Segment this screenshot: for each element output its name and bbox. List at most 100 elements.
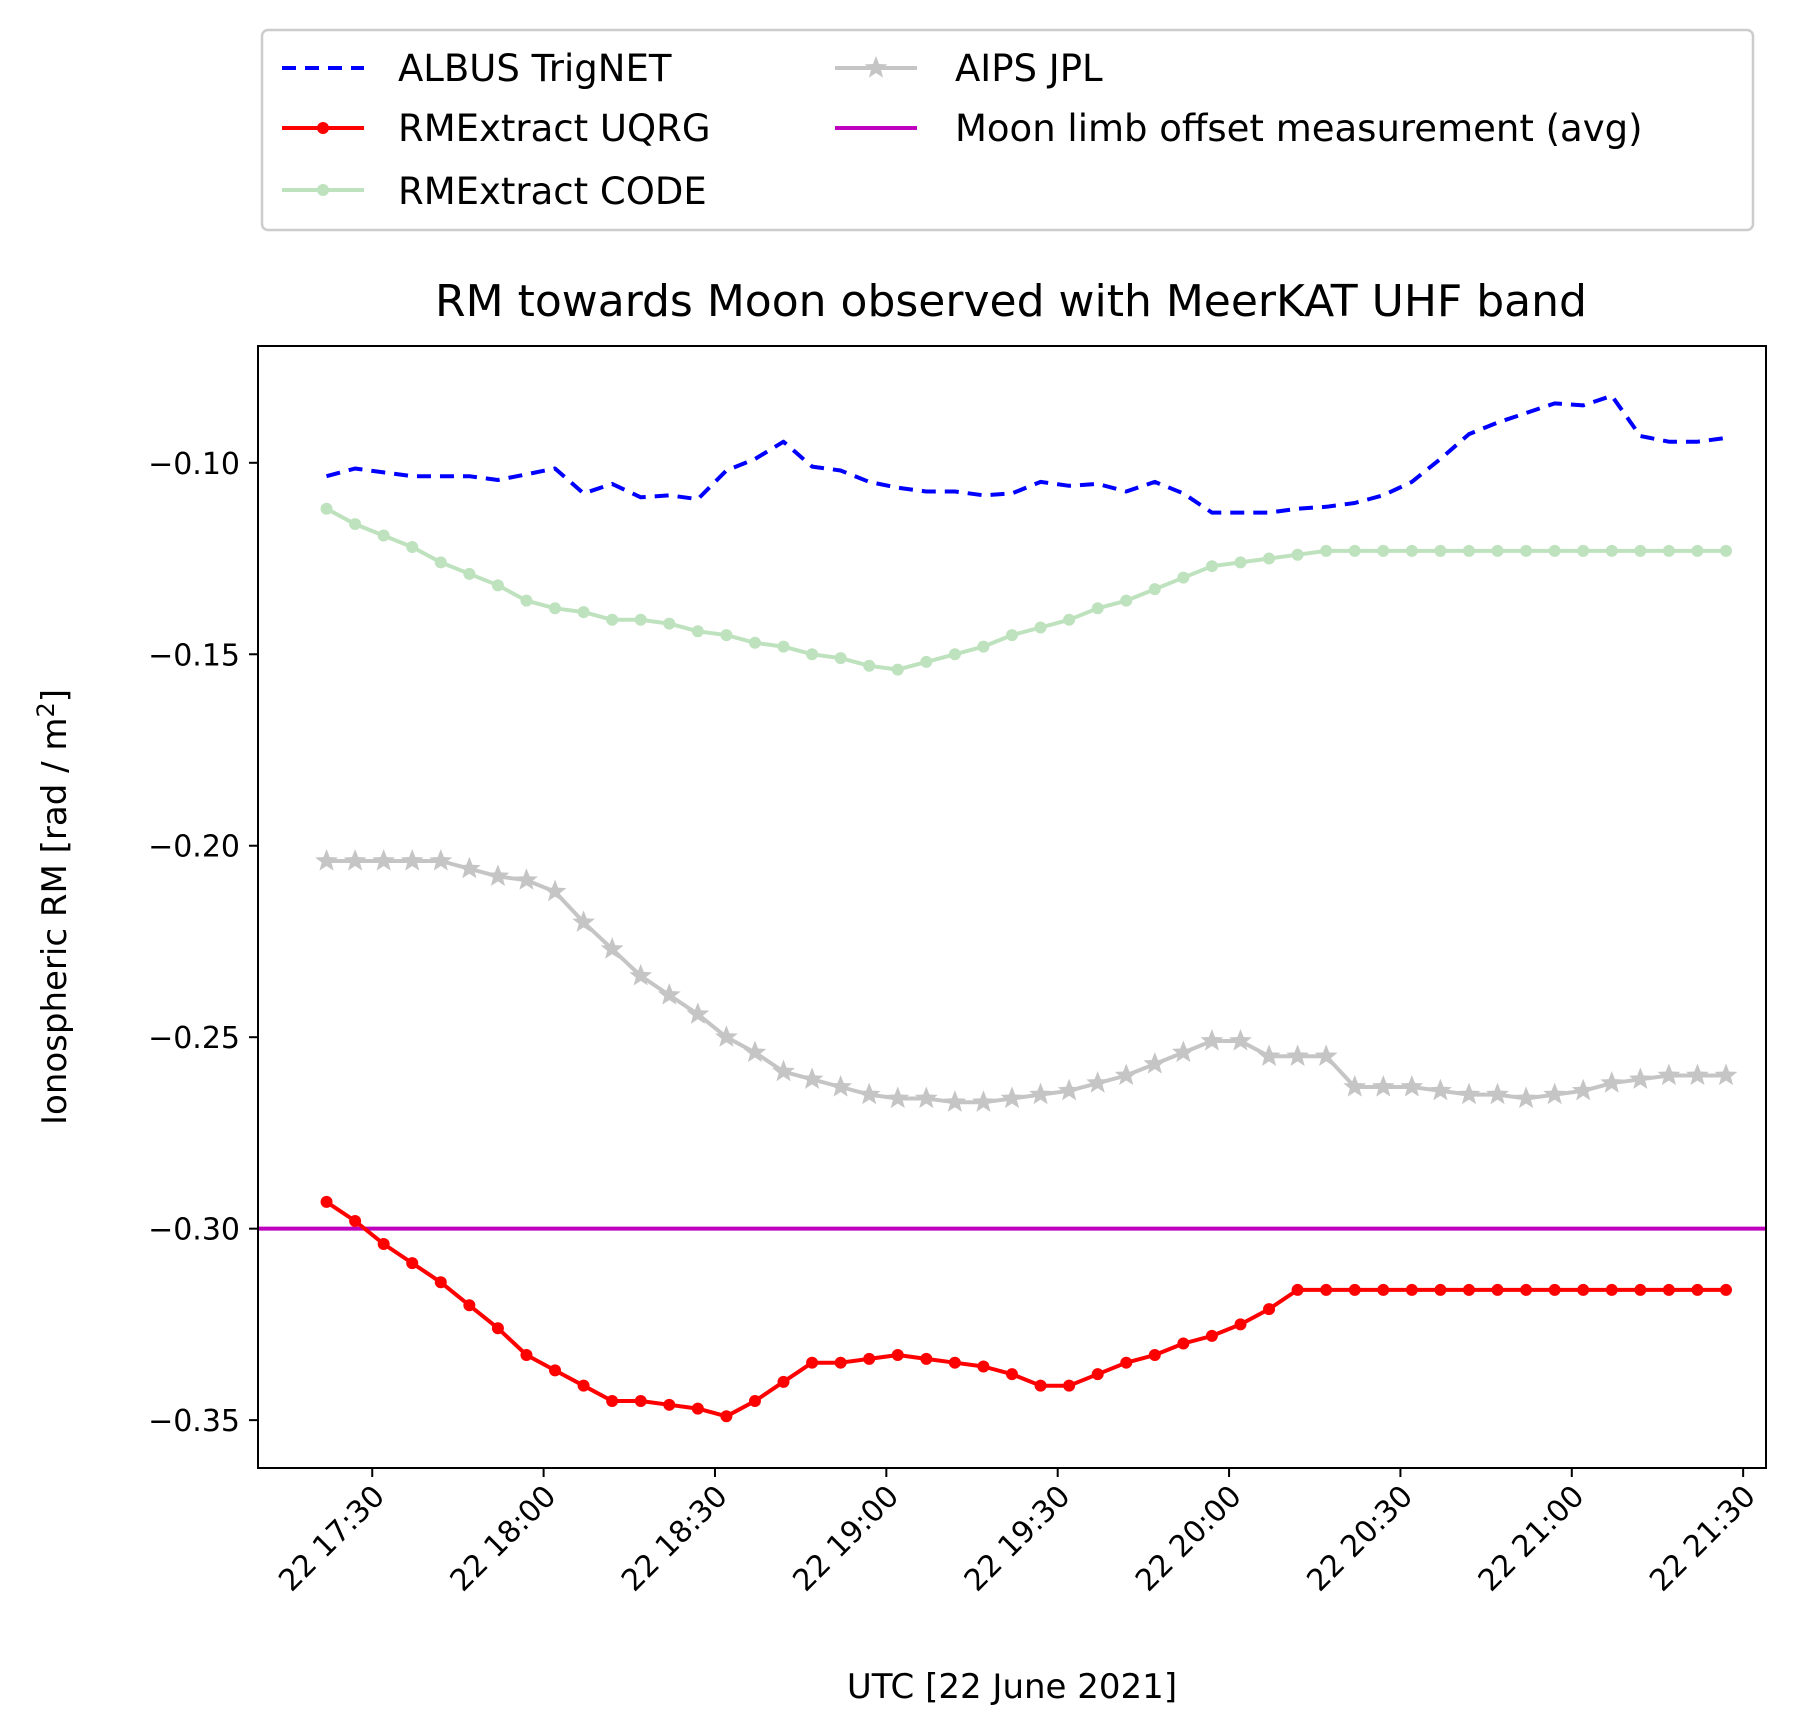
data-point xyxy=(1548,544,1561,557)
legend-label-albus-trignet: ALBUS TrigNET xyxy=(398,47,672,90)
data-point xyxy=(577,1379,590,1392)
x-axis-label: UTC [22 June 2021] xyxy=(847,1667,1177,1707)
data-point xyxy=(1491,1283,1504,1296)
data-point xyxy=(1520,1283,1533,1296)
data-point xyxy=(406,541,419,554)
data-point xyxy=(1348,1283,1361,1296)
y-axis-label-main: Ionospheric RM [rad / m xyxy=(35,718,75,1126)
data-point xyxy=(1548,1283,1561,1296)
data-point xyxy=(1006,1368,1018,1381)
data-point xyxy=(320,502,333,515)
data-point xyxy=(948,648,961,661)
data-point xyxy=(1148,1349,1161,1362)
data-point xyxy=(434,1276,447,1289)
data-point xyxy=(977,640,990,653)
series-line xyxy=(325,393,1727,515)
data-point xyxy=(1234,556,1247,569)
series-rmextract-code xyxy=(320,502,1733,676)
data-point xyxy=(1348,544,1361,557)
data-point xyxy=(920,655,933,668)
data-point xyxy=(377,529,390,542)
data-point xyxy=(834,1356,847,1369)
data-point xyxy=(1634,1283,1647,1296)
data-point xyxy=(748,1394,761,1407)
data-point xyxy=(1034,1379,1047,1392)
data-point xyxy=(1291,548,1304,561)
data-point xyxy=(806,648,819,661)
data-point xyxy=(748,636,761,649)
data-point xyxy=(663,1398,676,1411)
data-point xyxy=(1177,571,1190,584)
series-layer xyxy=(258,393,1766,1423)
data-point xyxy=(434,556,447,569)
data-point xyxy=(1491,544,1504,557)
data-point xyxy=(1377,544,1390,557)
data-point xyxy=(834,652,847,665)
chart-title: RM towards Moon observed with MeerKAT UH… xyxy=(435,276,1587,327)
data-point xyxy=(1462,1283,1475,1296)
data-point xyxy=(1006,629,1018,642)
series-line xyxy=(325,506,1726,672)
data-point xyxy=(1577,544,1590,557)
series-albus-trignet xyxy=(325,393,1727,515)
data-point xyxy=(520,1349,533,1362)
data-point xyxy=(1377,1283,1390,1296)
y-tick-label: −0.25 xyxy=(148,1021,240,1056)
data-point xyxy=(1720,1283,1733,1296)
data-point xyxy=(406,1257,419,1270)
data-point xyxy=(1434,1283,1447,1296)
data-point xyxy=(463,567,476,580)
data-point xyxy=(777,640,790,653)
legend-marker-rmextract-code xyxy=(317,184,329,196)
y-tick-label: −0.35 xyxy=(148,1404,240,1439)
data-point xyxy=(1234,1318,1247,1331)
data-point xyxy=(1063,613,1076,626)
data-point xyxy=(1091,1368,1104,1381)
data-point xyxy=(1205,560,1218,573)
data-point xyxy=(1691,544,1704,557)
data-point xyxy=(549,1364,562,1377)
data-point xyxy=(320,1195,333,1208)
legend-marker-aips-jpl xyxy=(864,56,888,78)
data-point xyxy=(491,579,504,592)
data-point xyxy=(1462,544,1475,557)
data-point xyxy=(948,1356,961,1369)
legend-frame xyxy=(260,28,1755,232)
y-axis-label: Ionospheric RM [rad / m2] xyxy=(32,689,75,1125)
data-point xyxy=(520,594,533,607)
data-point xyxy=(1263,552,1276,565)
data-point xyxy=(1434,544,1447,557)
data-point xyxy=(863,659,876,672)
data-point xyxy=(1577,1283,1590,1296)
y-tick-label: −0.30 xyxy=(148,1213,240,1248)
y-tick-label: −0.20 xyxy=(148,830,240,865)
data-point xyxy=(806,1356,819,1369)
data-point xyxy=(977,1360,990,1373)
data-point xyxy=(1263,1303,1276,1316)
y-tick-label: −0.10 xyxy=(148,447,240,482)
series-aips-jpl xyxy=(315,849,1738,1112)
data-point xyxy=(634,1394,647,1407)
legend-label-rmextract-uqrg: RMExtract UQRG xyxy=(398,107,711,150)
data-point xyxy=(691,625,704,638)
data-point xyxy=(1291,1283,1304,1296)
data-point xyxy=(1320,544,1333,557)
data-point xyxy=(1034,621,1047,634)
data-point xyxy=(1177,1337,1190,1350)
data-point xyxy=(606,613,619,626)
data-point xyxy=(577,606,590,619)
plot-area xyxy=(257,345,1767,1469)
data-point xyxy=(1605,1283,1618,1296)
data-point xyxy=(1405,1283,1418,1296)
data-point xyxy=(691,1402,704,1415)
legend-label-aips-jpl: AIPS JPL xyxy=(955,47,1103,90)
data-point xyxy=(377,1237,390,1250)
y-tick-label: −0.15 xyxy=(148,638,240,673)
y-axis-label-close: ] xyxy=(35,689,75,702)
data-point xyxy=(1662,1283,1675,1296)
legend-marker-rmextract-uqrg xyxy=(317,122,329,134)
data-point xyxy=(463,1299,476,1312)
series-rmextract-uqrg xyxy=(320,1195,1733,1423)
data-point xyxy=(634,613,647,626)
